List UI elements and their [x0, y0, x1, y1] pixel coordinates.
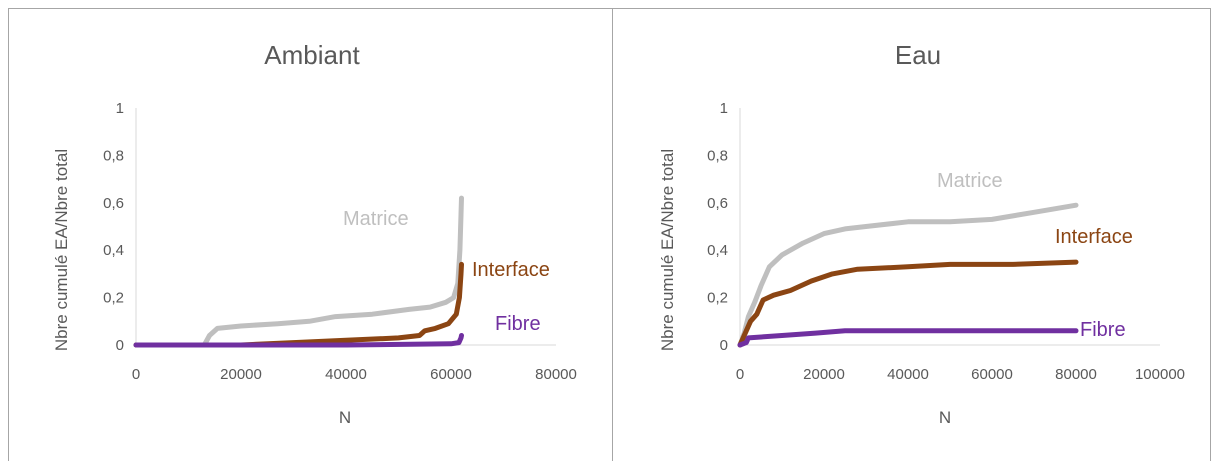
chart-title: Eau — [895, 40, 941, 70]
x-tick-label: 0 — [132, 366, 140, 383]
y-tick-label: 0 — [720, 337, 728, 354]
series-line-interface — [737, 259, 1079, 348]
y-tick-label: 0,4 — [103, 242, 124, 259]
x-tick-label: 0 — [736, 366, 744, 383]
series-label-fibre: Fibre — [495, 313, 541, 335]
series-label-matrice: Matrice — [937, 170, 1003, 192]
axes-eau: 0 20000 40000 60000 80000 100000 0 0,2 0,4 0,6 0,8… — [707, 100, 1185, 383]
figure-frame — [8, 8, 1211, 461]
y-tick-label: 0 — [116, 337, 124, 354]
series-label-interface: Interface — [472, 259, 550, 281]
x-tick-label: 60000 — [971, 366, 1013, 383]
y-tick-label: 0,8 — [707, 147, 728, 164]
y-tick-label: 0,4 — [707, 242, 728, 259]
chart-title: Ambiant — [264, 40, 360, 70]
series-label-matrice: Matrice — [343, 208, 409, 230]
series-ambiant: Matrice Interface Fibre — [133, 195, 550, 348]
series-line-fibre — [133, 333, 464, 348]
axes-ambiant: 0 20000 40000 60000 80000 0 0,2 0,4 0,6 0,8 1 — [103, 100, 577, 383]
y-axis-label: Nbre cumulé EA/Nbre total — [658, 149, 677, 351]
panel-divider — [612, 8, 613, 461]
x-tick-label: 20000 — [803, 366, 845, 383]
x-axis-label: N — [339, 408, 351, 427]
x-tick-label: 80000 — [1055, 366, 1097, 383]
y-tick-label: 0,6 — [103, 195, 124, 212]
series-label-interface: Interface — [1055, 226, 1133, 248]
y-tick-label: 0,2 — [103, 290, 124, 307]
series-line-fibre — [737, 328, 1079, 348]
x-tick-label: 80000 — [535, 366, 577, 383]
series-eau: Matrice Interface Fibre — [737, 170, 1133, 348]
y-axis-label: Nbre cumulé EA/Nbre total — [52, 149, 71, 351]
x-tick-label: 40000 — [325, 366, 367, 383]
x-tick-label: 20000 — [220, 366, 262, 383]
x-tick-label: 100000 — [1135, 366, 1185, 383]
x-axis-label: N — [939, 408, 951, 427]
x-tick-label: 60000 — [430, 366, 472, 383]
x-tick-label: 40000 — [887, 366, 929, 383]
series-line-matrice — [133, 195, 464, 348]
y-tick-label: 0,8 — [103, 147, 124, 164]
y-tick-label: 1 — [116, 100, 124, 117]
series-label-fibre: Fibre — [1080, 319, 1126, 341]
y-tick-label: 0,6 — [707, 195, 728, 212]
series-line-matrice — [737, 202, 1079, 348]
y-tick-label: 0,2 — [707, 290, 728, 307]
y-tick-label: 1 — [720, 100, 728, 117]
